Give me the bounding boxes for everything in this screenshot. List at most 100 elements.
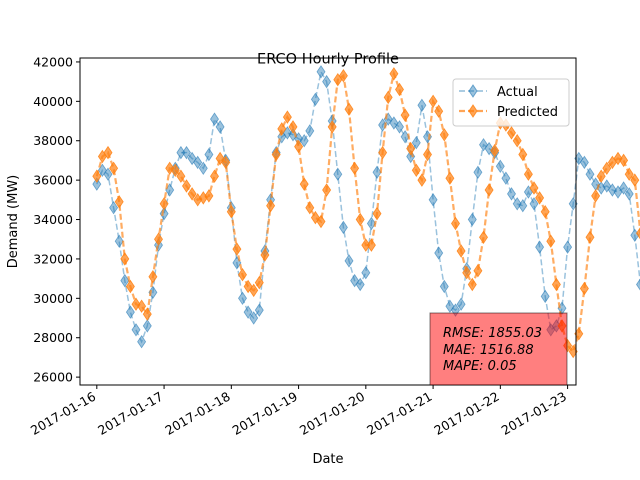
data-point-actual bbox=[344, 254, 354, 268]
y-axis-label: Demand (MW) bbox=[6, 175, 21, 268]
y-tick-label: 42000 bbox=[33, 54, 73, 69]
data-point-predicted bbox=[103, 145, 113, 160]
data-point-predicted bbox=[490, 143, 500, 158]
data-point-actual bbox=[243, 305, 253, 319]
data-point-predicted bbox=[187, 187, 197, 201]
data-point-predicted bbox=[294, 139, 304, 154]
data-point-actual bbox=[120, 273, 130, 288]
data-point-actual bbox=[305, 124, 315, 138]
y-tick-label: 38000 bbox=[33, 133, 73, 148]
metric-mape: MAPE: 0.05 bbox=[443, 359, 517, 374]
legend-label-actual: Actual bbox=[497, 85, 538, 100]
data-point-predicted bbox=[602, 161, 612, 176]
data-point-predicted bbox=[406, 141, 416, 156]
y-tick-label: 36000 bbox=[33, 173, 73, 188]
data-point-predicted bbox=[428, 94, 438, 109]
data-point-actual bbox=[585, 167, 595, 181]
data-point-predicted bbox=[109, 161, 119, 176]
data-point-predicted bbox=[512, 133, 522, 148]
data-point-actual bbox=[238, 291, 247, 306]
data-point-predicted bbox=[378, 145, 388, 160]
data-point-actual bbox=[428, 193, 438, 207]
data-point-predicted bbox=[417, 173, 427, 187]
data-point-actual bbox=[624, 187, 634, 201]
y-tick-label: 40000 bbox=[33, 94, 73, 109]
data-point-actual bbox=[137, 334, 147, 349]
data-point-predicted bbox=[266, 198, 276, 213]
data-point-actual bbox=[495, 159, 505, 174]
data-point-predicted bbox=[434, 104, 444, 118]
data-point-actual bbox=[439, 279, 449, 294]
data-point-actual bbox=[193, 155, 203, 170]
data-point-predicted bbox=[226, 204, 236, 219]
series-layer bbox=[92, 65, 640, 359]
data-point-predicted bbox=[305, 200, 315, 215]
data-point-predicted bbox=[389, 67, 399, 81]
plot-frame bbox=[79, 57, 577, 386]
data-point-actual bbox=[473, 165, 483, 180]
data-point-predicted bbox=[344, 102, 354, 116]
data-point-predicted bbox=[439, 128, 449, 142]
series-line-actual bbox=[96, 69, 640, 344]
data-point-actual bbox=[310, 92, 320, 107]
data-point-predicted bbox=[579, 281, 589, 296]
data-point-actual bbox=[636, 278, 640, 291]
data-point-predicted bbox=[322, 183, 332, 197]
data-point-predicted bbox=[518, 147, 528, 162]
data-point-predicted bbox=[484, 183, 494, 197]
data-point-actual bbox=[109, 200, 119, 215]
data-point-predicted bbox=[411, 163, 421, 178]
data-point-actual bbox=[619, 181, 629, 195]
data-point-predicted bbox=[142, 307, 152, 321]
data-point-predicted bbox=[535, 191, 545, 205]
data-point-predicted bbox=[137, 299, 147, 313]
y-tick-label: 26000 bbox=[33, 370, 73, 385]
data-point-actual bbox=[355, 277, 365, 292]
data-point-actual bbox=[316, 65, 326, 79]
data-point-predicted bbox=[299, 177, 309, 191]
data-point-actual bbox=[92, 177, 102, 191]
legend-entry-actual: Actual bbox=[459, 84, 538, 100]
data-point-predicted bbox=[423, 147, 432, 162]
data-point-predicted bbox=[462, 265, 472, 280]
data-point-actual bbox=[579, 155, 589, 170]
data-point-predicted bbox=[585, 230, 595, 245]
data-point-predicted bbox=[260, 248, 270, 262]
data-point-actual bbox=[372, 165, 382, 180]
legend-label-predicted: Predicted bbox=[497, 105, 558, 120]
chart-title: ERCO Hourly Profile bbox=[257, 52, 399, 68]
metrics-annotation: RMSE: 1855.03 MAE: 1516.88 MAPE: 0.05 bbox=[429, 312, 568, 386]
data-point-actual bbox=[529, 197, 539, 211]
data-point-actual bbox=[361, 265, 371, 280]
data-point-predicted bbox=[249, 283, 259, 298]
data-point-predicted bbox=[238, 267, 247, 282]
data-point-predicted bbox=[445, 171, 455, 185]
data-point-predicted bbox=[636, 227, 640, 240]
data-point-predicted bbox=[316, 214, 326, 229]
data-point-actual bbox=[540, 289, 550, 304]
data-point-predicted bbox=[383, 90, 393, 105]
data-point-predicted bbox=[551, 277, 561, 292]
data-point-predicted bbox=[154, 232, 163, 246]
data-point-predicted bbox=[395, 82, 404, 97]
plot-area bbox=[79, 57, 640, 386]
data-point-predicted bbox=[120, 252, 130, 266]
series-line-predicted bbox=[95, 69, 640, 354]
data-point-predicted bbox=[170, 163, 180, 178]
data-point-actual bbox=[333, 167, 343, 181]
data-point-actual bbox=[535, 240, 545, 254]
data-point-actual bbox=[563, 240, 573, 254]
data-point-actual bbox=[467, 212, 477, 227]
data-point-actual bbox=[507, 187, 516, 201]
data-point-predicted bbox=[204, 189, 214, 203]
data-point-predicted bbox=[456, 244, 466, 258]
data-point-actual bbox=[395, 120, 404, 134]
data-point-predicted bbox=[92, 169, 102, 183]
data-point-predicted bbox=[355, 212, 365, 227]
data-point-predicted bbox=[176, 169, 186, 183]
y-tick-label: 28000 bbox=[33, 330, 73, 345]
data-point-predicted bbox=[221, 155, 231, 170]
data-point-actual bbox=[103, 167, 113, 181]
data-point-actual bbox=[456, 297, 466, 311]
